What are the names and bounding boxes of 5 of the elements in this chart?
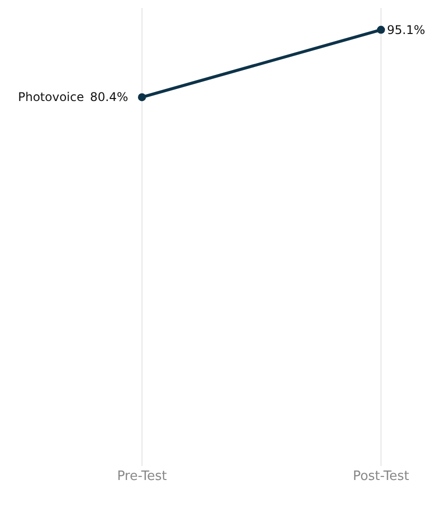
text: Photovoice bbox=[18, 90, 84, 104]
data-label: 95.1% bbox=[387, 23, 426, 37]
x-tick-label: Post-Test bbox=[352, 469, 410, 484]
x-tick-label: Pre-Test bbox=[117, 469, 167, 484]
data-label: 80.4% bbox=[90, 90, 128, 104]
